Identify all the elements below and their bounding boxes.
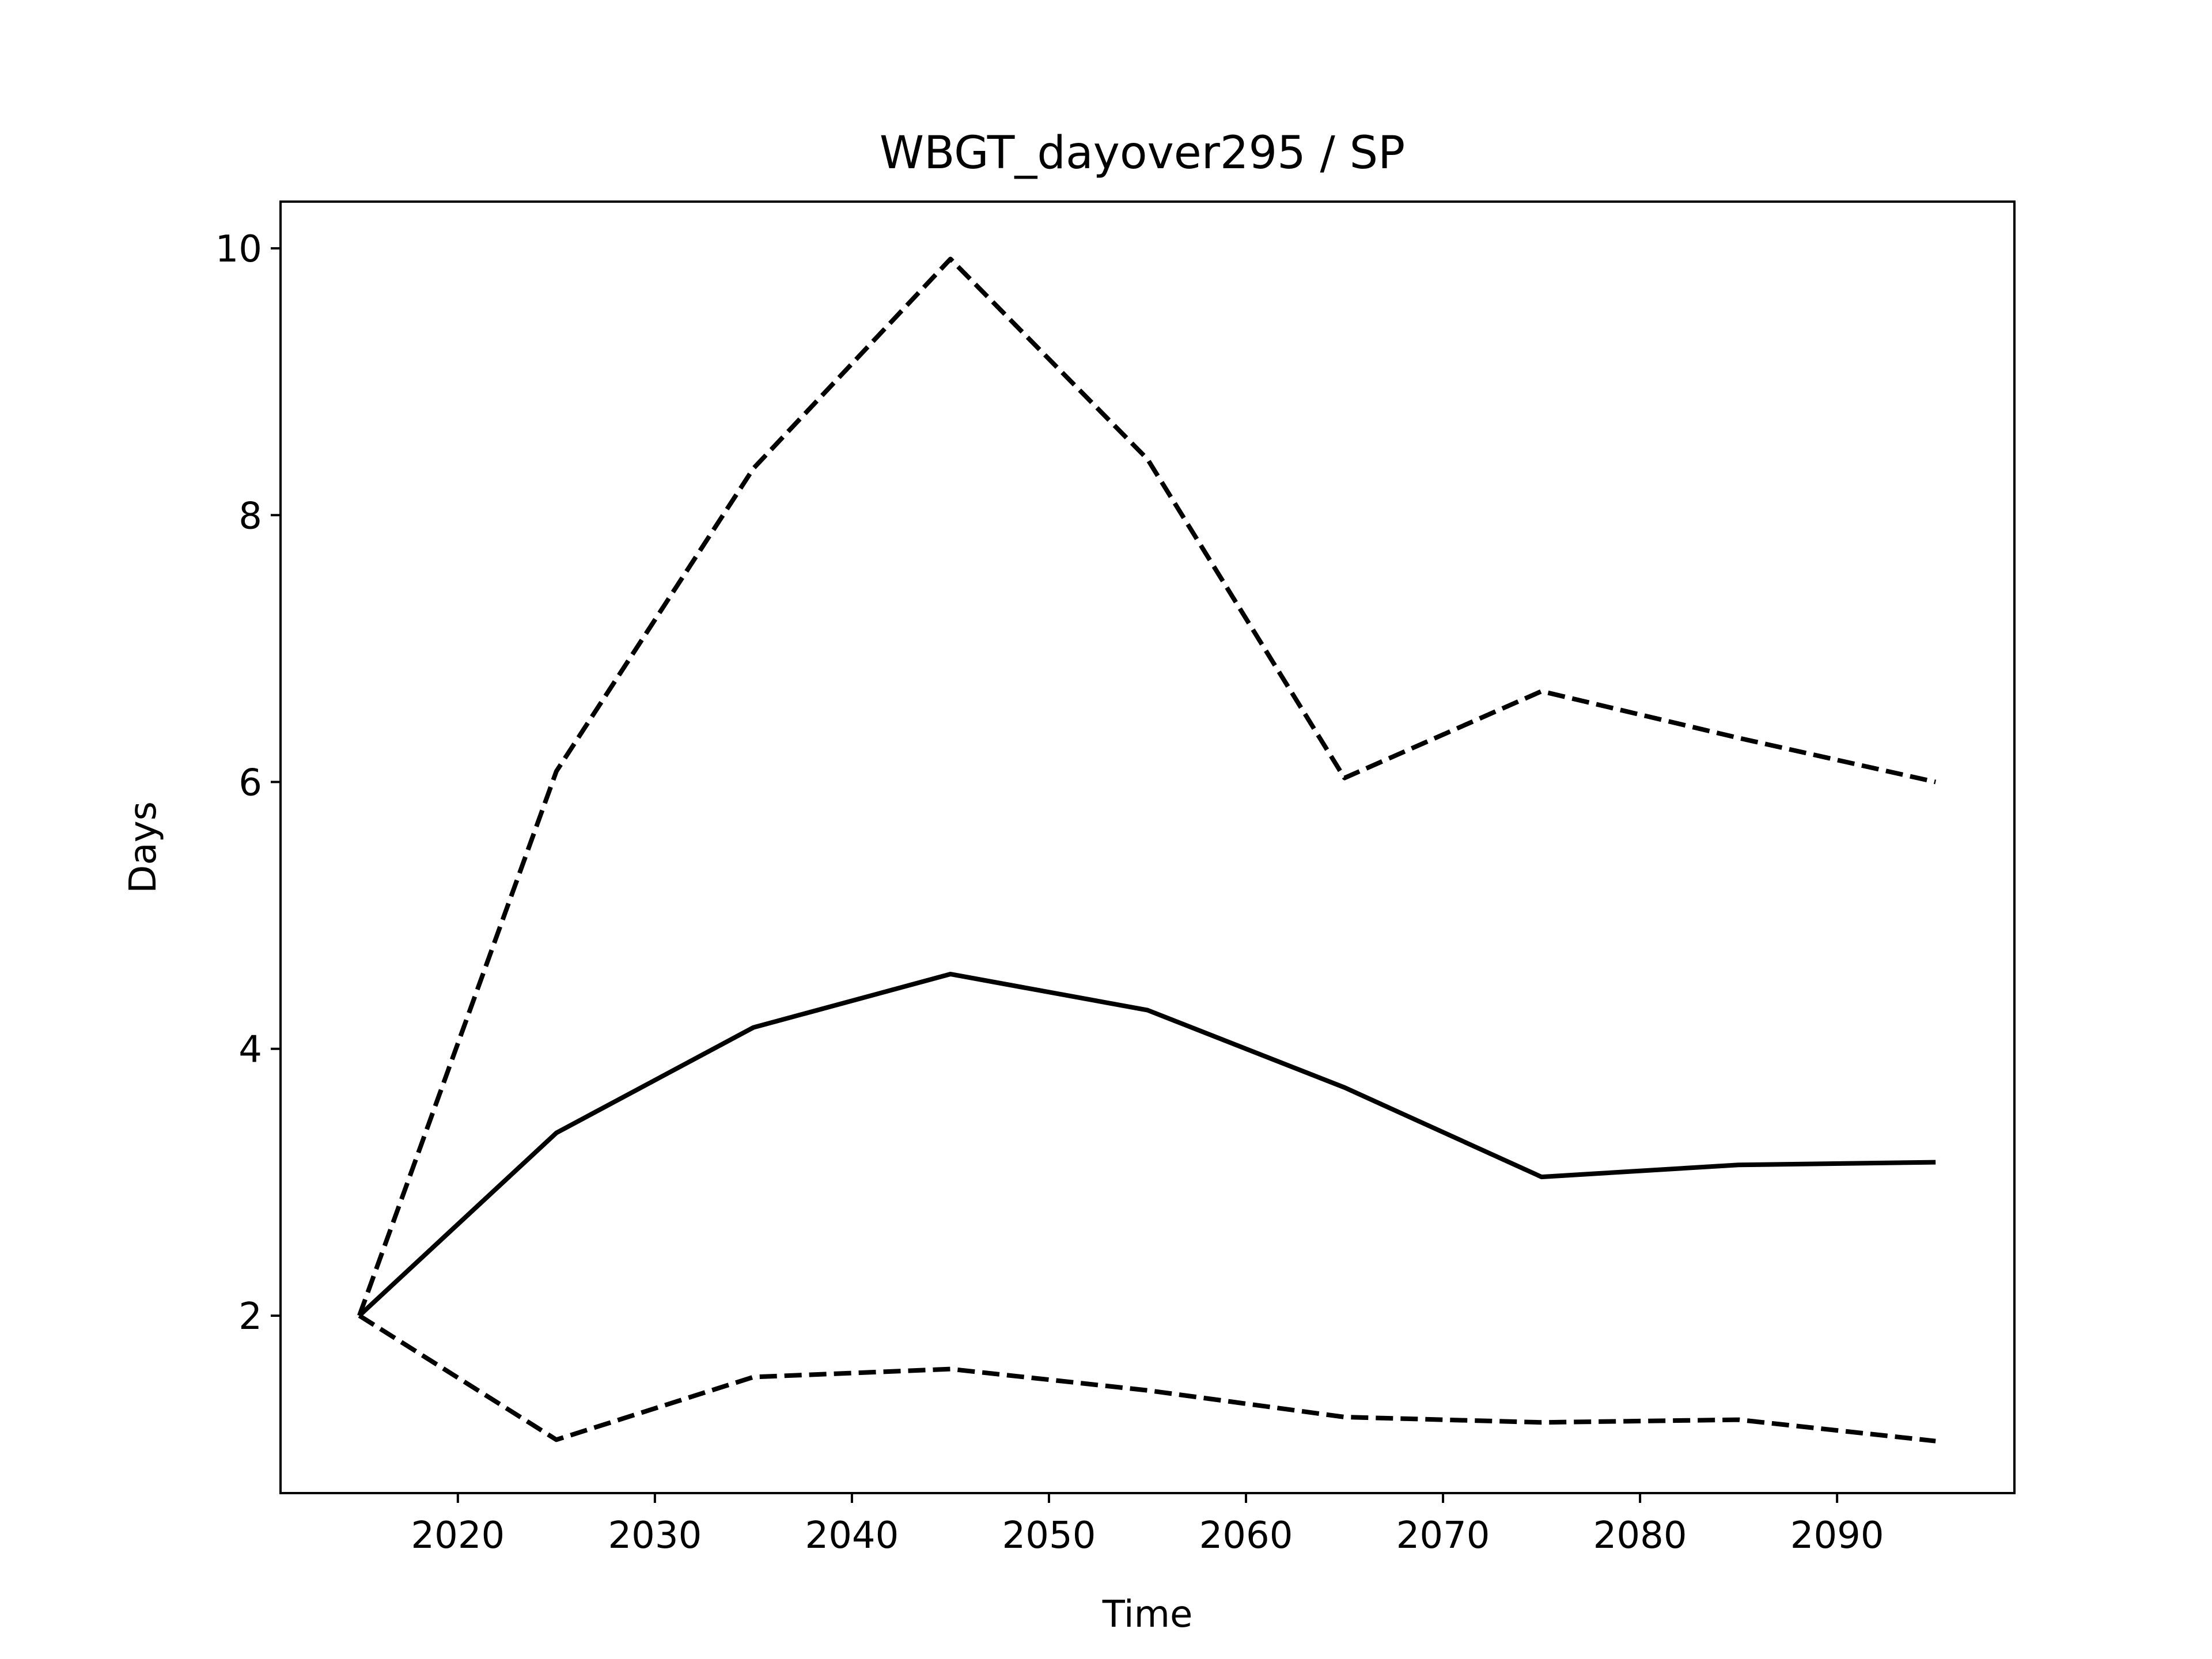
x-tick-label: 2030 bbox=[608, 1514, 702, 1557]
series-line-0 bbox=[358, 972, 1936, 1317]
x-tick-label: 2060 bbox=[1199, 1514, 1293, 1557]
x-tick-label: 2020 bbox=[411, 1514, 505, 1557]
y-axis-label: Days bbox=[122, 801, 165, 893]
series-line-2 bbox=[358, 1313, 1936, 1444]
ticks-layer: 2020 2030 2040 2050 2060 2070 2080 2090 2 4 6 8 10 bbox=[215, 228, 1884, 1557]
y-tick-label: 10 bbox=[215, 228, 262, 271]
y-tick-label: 2 bbox=[238, 1296, 262, 1338]
chart-title: WBGT_dayover295 / SP bbox=[880, 127, 1405, 179]
series-line-1 bbox=[357, 256, 1937, 1317]
x-tick-label: 2080 bbox=[1593, 1514, 1687, 1557]
x-tick-label: 2090 bbox=[1790, 1514, 1884, 1557]
x-tick-label: 2040 bbox=[805, 1514, 899, 1557]
x-tick-label: 2050 bbox=[1002, 1514, 1096, 1557]
y-tick-label: 4 bbox=[238, 1029, 262, 1071]
plot-frame bbox=[279, 200, 2016, 1494]
x-axis-label: Time bbox=[1102, 1593, 1193, 1636]
x-tick-label: 2070 bbox=[1396, 1514, 1490, 1557]
y-tick-label: 6 bbox=[238, 762, 262, 805]
series-layer bbox=[357, 256, 1937, 1444]
y-tick-label: 8 bbox=[238, 495, 262, 537]
